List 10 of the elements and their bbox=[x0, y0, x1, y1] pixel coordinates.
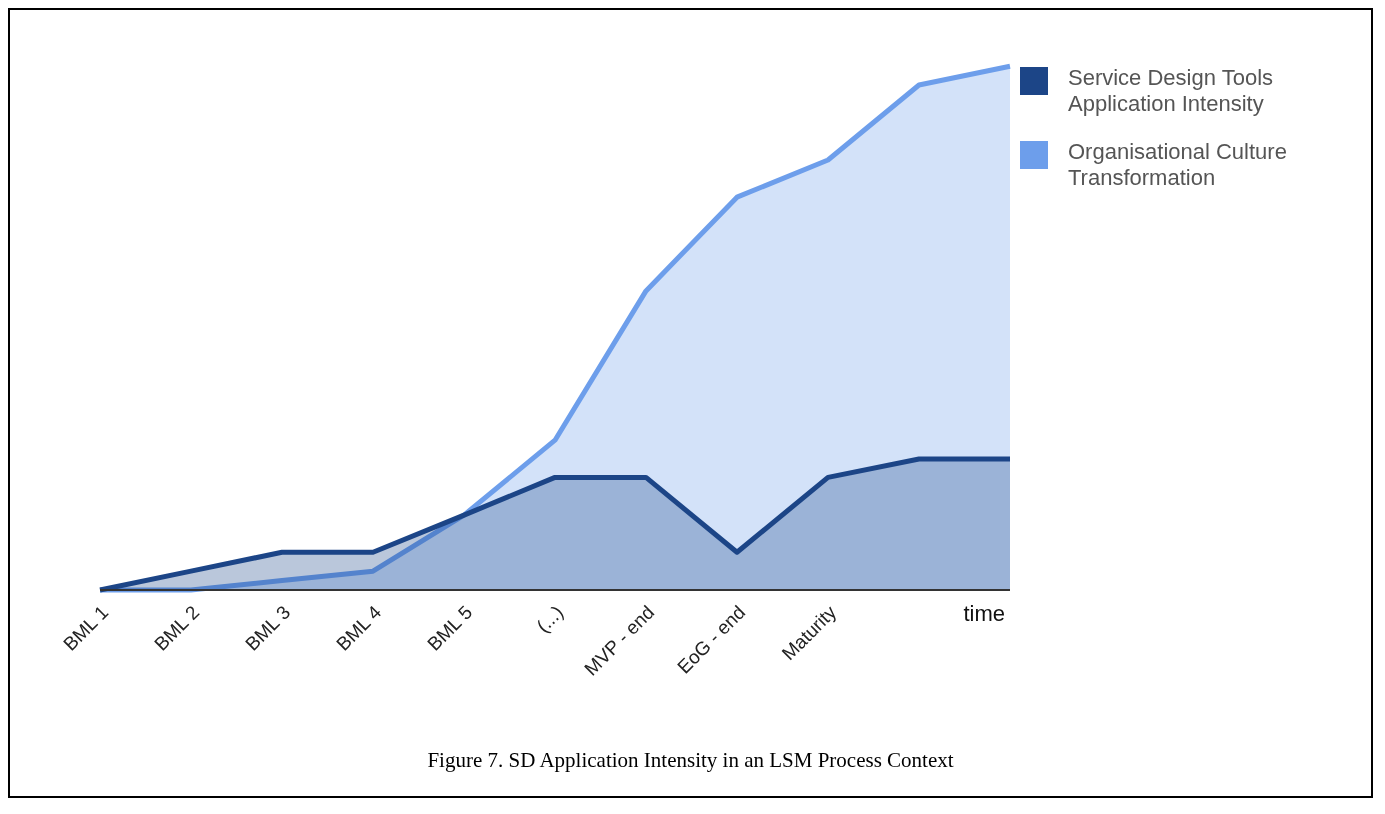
x-tick-label: (...) bbox=[532, 601, 568, 637]
x-axis-title: time bbox=[963, 600, 1005, 626]
caption: Figure 7. SD Application Intensity in an LSM Process Context bbox=[426, 748, 955, 773]
x-tick-label: BML 1 bbox=[59, 601, 113, 655]
x-tick-label: BML 4 bbox=[332, 601, 386, 655]
x-tick-label: BML 2 bbox=[150, 601, 204, 655]
legend-label: Service Design Tools Application Intensity bbox=[1068, 65, 1275, 117]
legend-label: Organisational Culture Transformation bbox=[1068, 139, 1288, 191]
x-tick-label: BML 3 bbox=[241, 601, 295, 655]
x-tick-label: BML 5 bbox=[423, 601, 477, 655]
